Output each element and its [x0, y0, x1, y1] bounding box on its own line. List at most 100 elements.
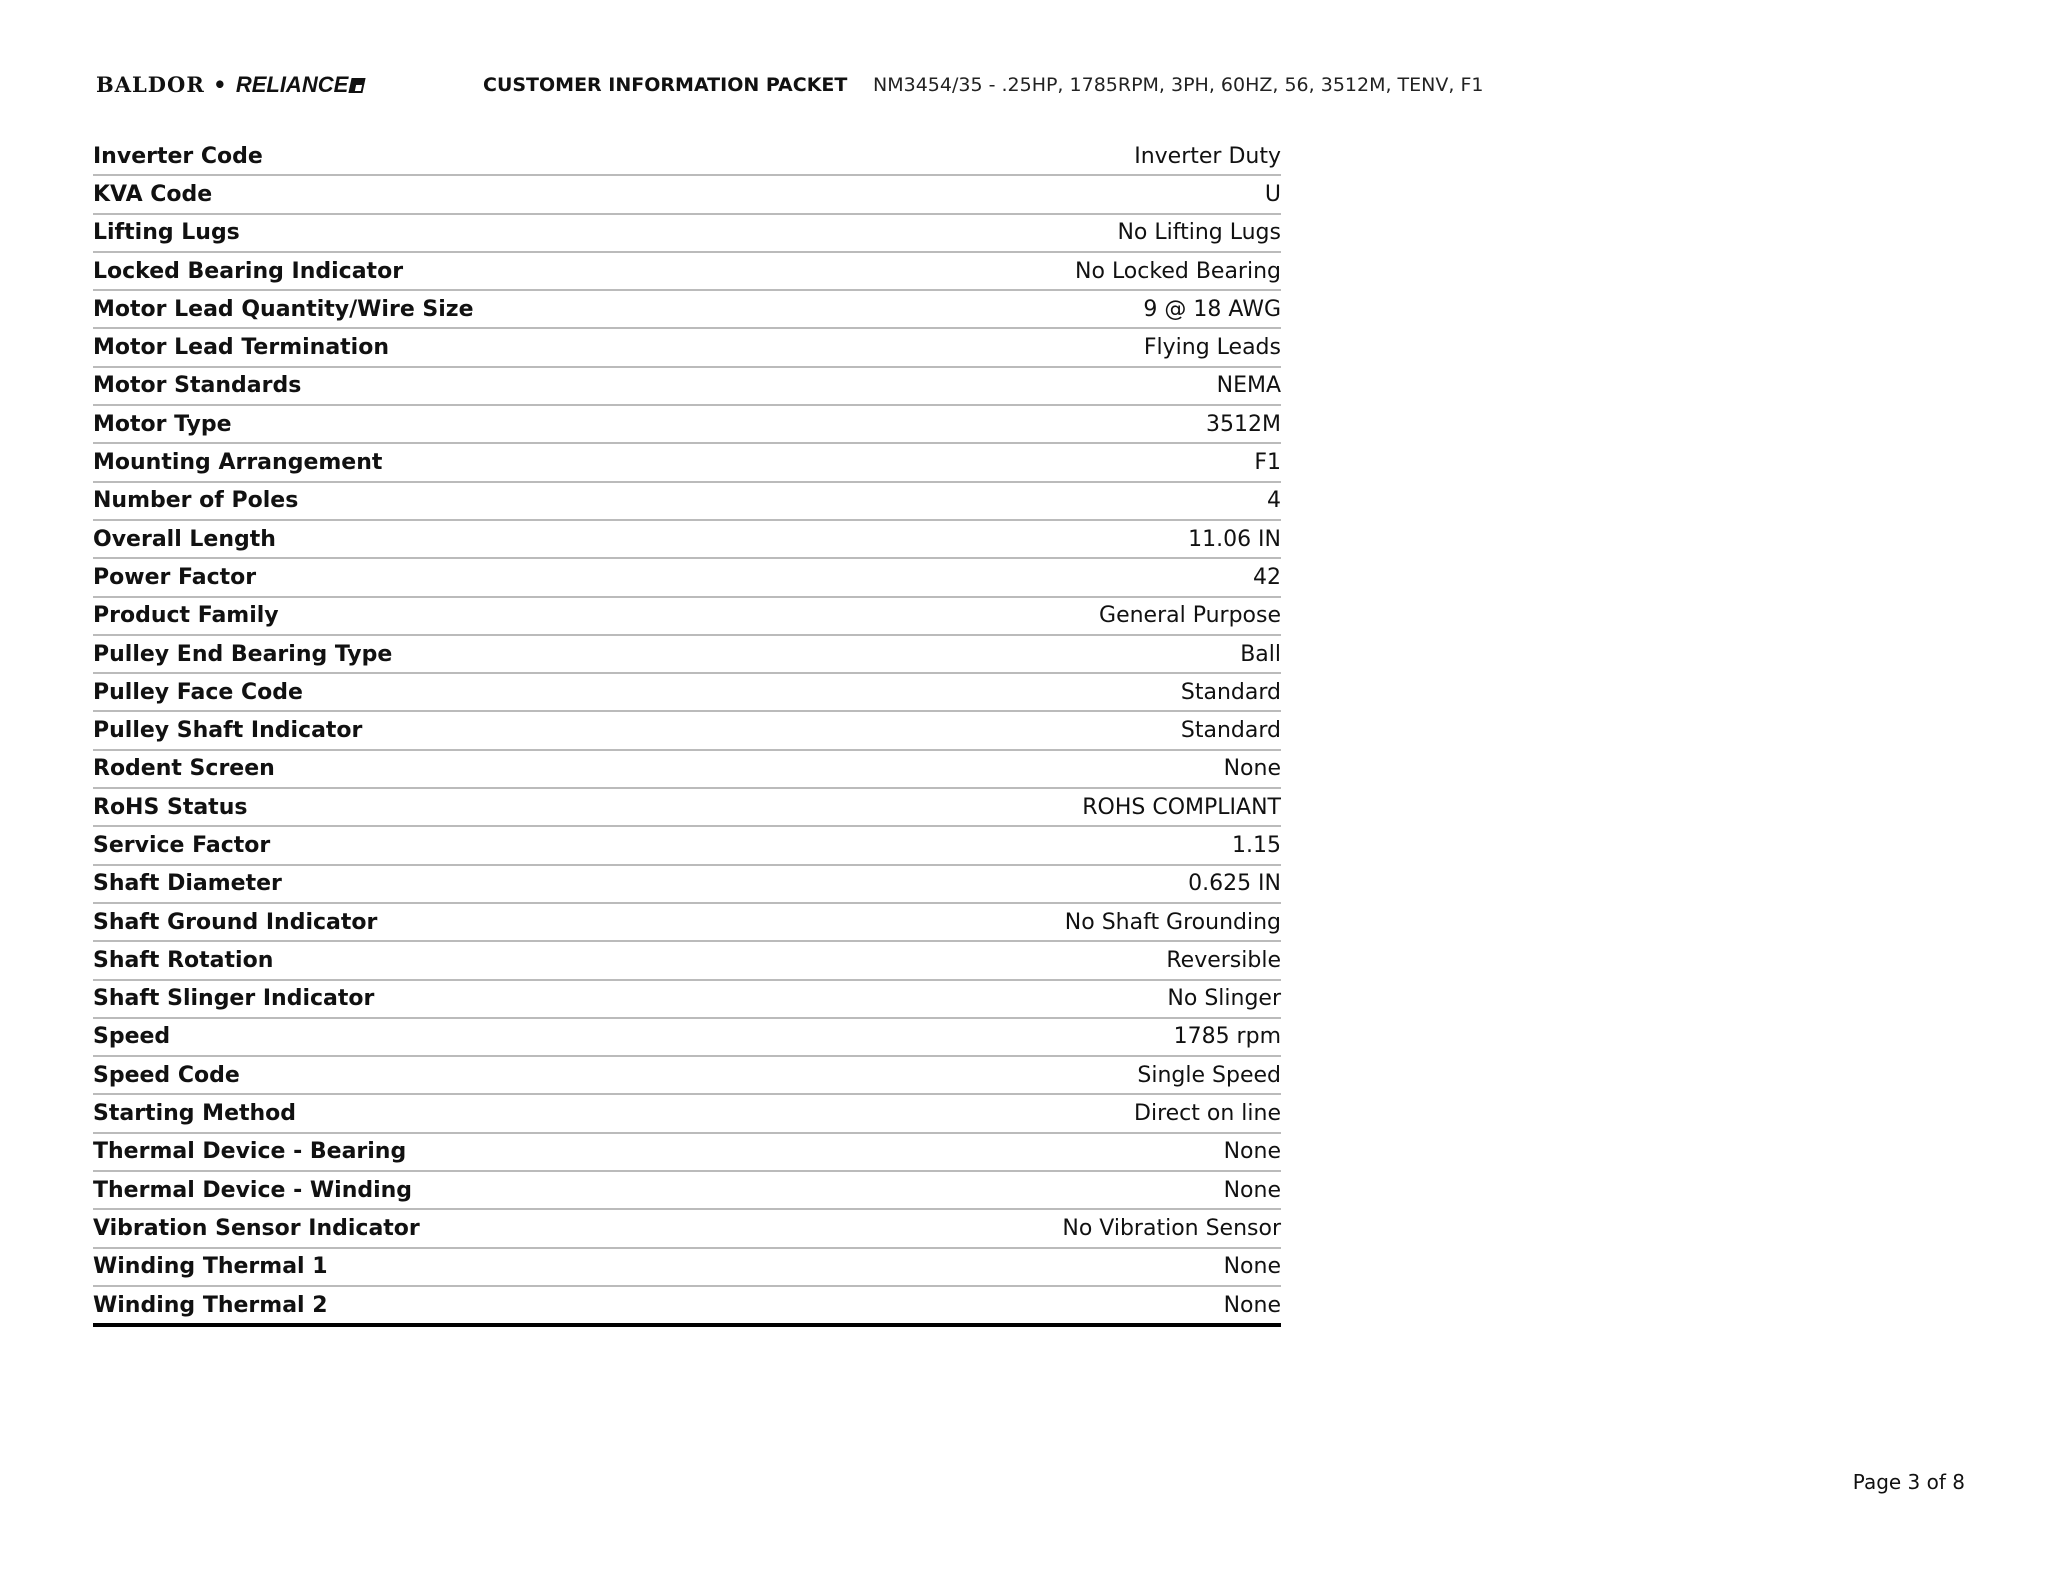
spec-row: Thermal Device - Bearing None [93, 1134, 1281, 1173]
spec-row: Motor Lead Termination Flying Leads [93, 329, 1281, 368]
spec-label: Speed Code [93, 1062, 240, 1088]
spec-label: Lifting Lugs [93, 220, 240, 246]
spec-value: Standard [1180, 679, 1281, 705]
spec-value: None [1223, 1292, 1281, 1318]
spec-value: Single Speed [1137, 1062, 1281, 1088]
spec-value: ROHS COMPLIANT [1082, 794, 1281, 820]
spec-value: Reversible [1166, 947, 1281, 973]
spec-label: Motor Lead Quantity/Wire Size [93, 296, 474, 322]
spec-value: 9 @ 18 AWG [1143, 296, 1281, 322]
spec-value: No Locked Bearing [1075, 258, 1281, 284]
document-title: CUSTOMER INFORMATION PACKET [483, 74, 848, 96]
spec-label: Overall Length [93, 526, 276, 552]
spec-row: Lifting Lugs No Lifting Lugs [93, 215, 1281, 253]
spec-row: Inverter Code Inverter Duty [93, 138, 1281, 177]
spec-row: Shaft Ground Indicator No Shaft Grounding [93, 904, 1281, 943]
spec-label: Pulley End Bearing Type [93, 641, 393, 667]
spec-value: 4 [1267, 488, 1281, 514]
spec-value: 11.06 IN [1188, 526, 1281, 552]
spec-row: Power Factor 42 [93, 559, 1281, 598]
spec-value: 42 [1253, 564, 1281, 590]
spec-value: No Slinger [1167, 986, 1281, 1012]
spec-value: No Vibration Sensor [1062, 1215, 1281, 1241]
spec-row: Pulley Face Code Standard [93, 674, 1281, 713]
spec-row: Service Factor 1.15 [93, 827, 1281, 866]
spec-row: Locked Bearing Indicator No Locked Bearin… [93, 253, 1281, 292]
spec-value: General Purpose [1099, 603, 1281, 629]
spec-table: Inverter Code Inverter Duty KVA Code U Lifti… [93, 138, 1281, 1328]
spec-value: None [1223, 756, 1281, 782]
spec-row: Winding Thermal 1 None [93, 1249, 1281, 1287]
spec-value: None [1223, 1139, 1281, 1165]
spec-value: 3512M [1206, 411, 1281, 437]
spec-label: Shaft Slinger Indicator [93, 986, 375, 1012]
spec-label: Thermal Device - Winding [93, 1177, 413, 1203]
spec-row: Shaft Diameter 0.625 IN [93, 866, 1281, 904]
spec-value: 1.15 [1232, 832, 1281, 858]
spec-label: Inverter Code [93, 143, 263, 169]
spec-row: Shaft Rotation Reversible [93, 942, 1281, 981]
page-number: Page 3 of 8 [1852, 1470, 1965, 1494]
spec-row: Rodent Screen None [93, 751, 1281, 790]
spec-value: No Shaft Grounding [1064, 909, 1281, 935]
spec-label: Number of Poles [93, 488, 299, 514]
spec-row: Speed 1785 rpm [93, 1019, 1281, 1058]
spec-label: Shaft Rotation [93, 947, 274, 973]
spec-value: None [1223, 1177, 1281, 1203]
spec-value: Inverter Duty [1134, 143, 1281, 169]
spec-label: Locked Bearing Indicator [93, 258, 404, 284]
spec-label: Starting Method [93, 1101, 297, 1127]
spec-label: Rodent Screen [93, 756, 275, 782]
model-description: NM3454/35 - .25HP, 1785RPM, 3PH, 60HZ, 5… [873, 74, 1484, 96]
spec-value: NEMA [1216, 373, 1281, 399]
spec-row: Motor Lead Quantity/Wire Size 9 @ 18 AWG [93, 291, 1281, 330]
spec-row: Speed Code Single Speed [93, 1057, 1281, 1096]
spec-label: RoHS Status [93, 794, 248, 820]
spec-row: Pulley Shaft Indicator Standard [93, 712, 1281, 751]
spec-row: Vibration Sensor Indicator No Vibration S… [93, 1210, 1281, 1249]
spec-label: Vibration Sensor Indicator [93, 1215, 420, 1241]
spec-row: Mounting Arrangement F1 [93, 444, 1281, 483]
page-header: BALDOR • RELIANCE CUSTOMER INFORMATION P… [96, 72, 1996, 102]
spec-row: Motor Type 3512M [93, 406, 1281, 445]
reliance-mark-icon [348, 78, 366, 93]
spec-label: Motor Standards [93, 373, 302, 399]
spec-value: Standard [1180, 718, 1281, 744]
spec-value: None [1223, 1254, 1281, 1280]
spec-row: Winding Thermal 2 None [93, 1287, 1281, 1323]
spec-row: Number of Poles 4 [93, 483, 1281, 521]
spec-label: Pulley Shaft Indicator [93, 718, 363, 744]
spec-label: KVA Code [93, 181, 213, 207]
spec-value: 1785 rpm [1173, 1024, 1281, 1050]
spec-label: Pulley Face Code [93, 679, 303, 705]
spec-row: Starting Method Direct on line [93, 1095, 1281, 1134]
spec-label: Winding Thermal 2 [93, 1292, 328, 1318]
spec-label: Motor Type [93, 411, 232, 437]
spec-label: Winding Thermal 1 [93, 1254, 328, 1280]
spec-label: Speed [93, 1024, 171, 1050]
spec-value: Ball [1240, 641, 1281, 667]
spec-label: Thermal Device - Bearing [93, 1139, 407, 1165]
spec-label: Mounting Arrangement [93, 450, 383, 476]
baldor-reliance-logo: BALDOR • RELIANCE [96, 72, 366, 98]
spec-row: Motor Standards NEMA [93, 368, 1281, 407]
spec-label: Power Factor [93, 564, 257, 590]
spec-row: Overall Length 11.06 IN [93, 521, 1281, 560]
spec-row: Shaft Slinger Indicator No Slinger [93, 981, 1281, 1019]
spec-value: 0.625 IN [1188, 871, 1281, 897]
spec-value: Direct on line [1134, 1101, 1281, 1127]
spec-value: F1 [1254, 450, 1281, 476]
spec-label: Product Family [93, 603, 279, 629]
spec-label: Motor Lead Termination [93, 335, 390, 361]
spec-label: Service Factor [93, 832, 271, 858]
spec-row: Thermal Device - Winding None [93, 1172, 1281, 1211]
spec-value: No Lifting Lugs [1117, 220, 1281, 246]
spec-row: KVA Code U [93, 176, 1281, 215]
spec-label: Shaft Ground Indicator [93, 909, 378, 935]
spec-row: Pulley End Bearing Type Ball [93, 636, 1281, 675]
spec-label: Shaft Diameter [93, 871, 282, 897]
spec-value: U [1264, 181, 1281, 207]
spec-row: RoHS Status ROHS COMPLIANT [93, 789, 1281, 828]
spec-value: Flying Leads [1143, 335, 1281, 361]
spec-row: Product Family General Purpose [93, 598, 1281, 636]
